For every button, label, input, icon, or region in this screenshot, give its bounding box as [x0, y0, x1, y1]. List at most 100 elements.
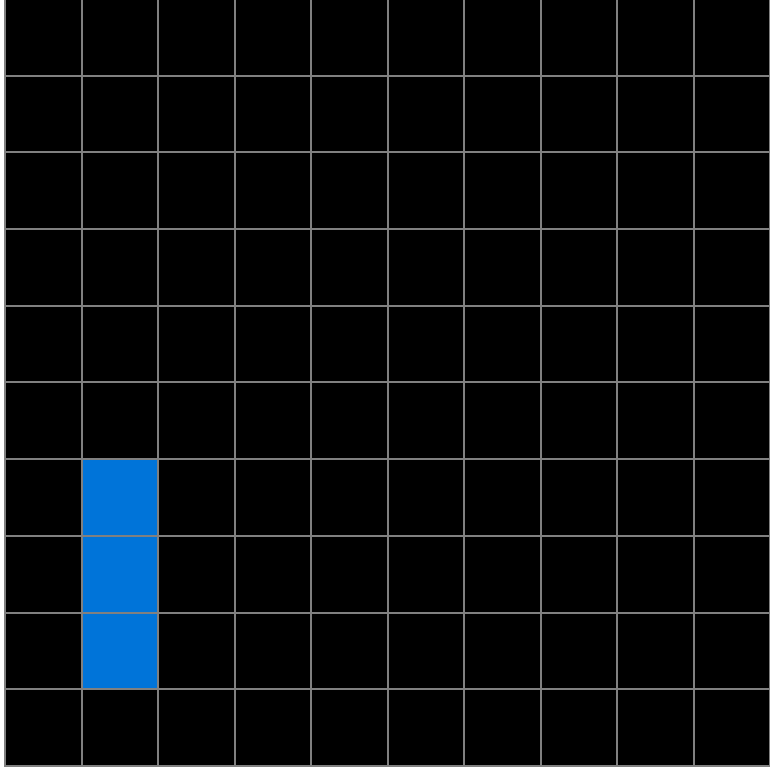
- grid-cell[interactable]: [235, 0, 310, 75]
- grid-cell[interactable]: [312, 230, 387, 305]
- grid-cell-filled[interactable]: [82, 460, 157, 535]
- grid-cell[interactable]: [388, 690, 463, 765]
- grid-cell[interactable]: [159, 383, 234, 459]
- grid-cell[interactable]: [541, 153, 616, 229]
- grid-cell[interactable]: [82, 76, 157, 152]
- grid-cell[interactable]: [465, 230, 540, 305]
- grid-cell[interactable]: [465, 153, 540, 229]
- grid-cell[interactable]: [694, 613, 769, 689]
- grid-cell[interactable]: [388, 153, 463, 229]
- grid-cell[interactable]: [694, 230, 769, 305]
- grid-cell[interactable]: [6, 383, 81, 459]
- grid-cell[interactable]: [541, 306, 616, 382]
- grid-cell[interactable]: [618, 536, 693, 612]
- grid-cell[interactable]: [312, 76, 387, 152]
- grid-cell[interactable]: [312, 306, 387, 382]
- grid-cell[interactable]: [541, 460, 616, 535]
- grid-cell[interactable]: [312, 153, 387, 229]
- grid-cell[interactable]: [312, 613, 387, 689]
- grid-cell[interactable]: [388, 230, 463, 305]
- grid-cell[interactable]: [159, 690, 234, 765]
- grid-cell[interactable]: [312, 0, 387, 75]
- grid-cell[interactable]: [541, 76, 616, 152]
- grid-cell[interactable]: [82, 383, 157, 459]
- grid-cell[interactable]: [541, 230, 616, 305]
- grid-cell[interactable]: [694, 536, 769, 612]
- grid-cell[interactable]: [465, 613, 540, 689]
- grid-cell[interactable]: [541, 0, 616, 75]
- grid-cell[interactable]: [388, 460, 463, 535]
- grid-cell[interactable]: [6, 76, 81, 152]
- grid-cell[interactable]: [235, 230, 310, 305]
- grid-cell[interactable]: [312, 383, 387, 459]
- grid-cell[interactable]: [618, 690, 693, 765]
- grid-cell[interactable]: [465, 0, 540, 75]
- grid-cell[interactable]: [618, 76, 693, 152]
- grid-cell[interactable]: [82, 153, 157, 229]
- grid-cell[interactable]: [541, 613, 616, 689]
- grid-cell[interactable]: [6, 0, 81, 75]
- grid-cell[interactable]: [465, 383, 540, 459]
- grid-cell[interactable]: [235, 153, 310, 229]
- grid-cell[interactable]: [694, 383, 769, 459]
- grid-cell[interactable]: [235, 613, 310, 689]
- grid-cell[interactable]: [618, 460, 693, 535]
- grid-cell[interactable]: [618, 230, 693, 305]
- grid-cell[interactable]: [6, 690, 81, 765]
- grid-cell[interactable]: [465, 536, 540, 612]
- grid-cell[interactable]: [235, 536, 310, 612]
- grid-cell[interactable]: [541, 383, 616, 459]
- grid-cell[interactable]: [235, 306, 310, 382]
- grid-cell[interactable]: [6, 230, 81, 305]
- grid-cell[interactable]: [82, 230, 157, 305]
- grid-cell[interactable]: [159, 536, 234, 612]
- grid-cell[interactable]: [618, 153, 693, 229]
- grid-cell[interactable]: [235, 690, 310, 765]
- grid-cell[interactable]: [159, 0, 234, 75]
- grid-cell[interactable]: [159, 306, 234, 382]
- grid-cell[interactable]: [159, 460, 234, 535]
- grid-cell[interactable]: [82, 690, 157, 765]
- grid-cell[interactable]: [465, 690, 540, 765]
- grid-cell[interactable]: [388, 536, 463, 612]
- grid-cell[interactable]: [618, 0, 693, 75]
- grid-cell[interactable]: [82, 306, 157, 382]
- grid-cell[interactable]: [541, 690, 616, 765]
- grid-cell[interactable]: [388, 0, 463, 75]
- grid-cell[interactable]: [465, 306, 540, 382]
- grid-cell[interactable]: [6, 460, 81, 535]
- grid-cell[interactable]: [6, 306, 81, 382]
- grid-cell[interactable]: [312, 690, 387, 765]
- grid-cell[interactable]: [694, 0, 769, 75]
- grid-cell[interactable]: [694, 153, 769, 229]
- grid-cell[interactable]: [6, 153, 81, 229]
- grid-cell[interactable]: [388, 613, 463, 689]
- grid-cell[interactable]: [694, 306, 769, 382]
- grid-cell[interactable]: [159, 230, 234, 305]
- grid-cell[interactable]: [159, 613, 234, 689]
- grid-cell[interactable]: [235, 76, 310, 152]
- grid-cell[interactable]: [618, 383, 693, 459]
- grid-cell[interactable]: [312, 460, 387, 535]
- grid-cell[interactable]: [235, 460, 310, 535]
- grid-cell[interactable]: [235, 383, 310, 459]
- grid-cell-filled[interactable]: [82, 613, 157, 689]
- grid-cell[interactable]: [6, 536, 81, 612]
- grid-cell[interactable]: [618, 306, 693, 382]
- grid-cell[interactable]: [159, 153, 234, 229]
- grid-cell[interactable]: [694, 690, 769, 765]
- grid-cell[interactable]: [82, 0, 157, 75]
- grid-cell[interactable]: [388, 383, 463, 459]
- grid-cell[interactable]: [159, 76, 234, 152]
- grid-cell[interactable]: [312, 536, 387, 612]
- grid-cell[interactable]: [618, 613, 693, 689]
- grid-cell[interactable]: [465, 76, 540, 152]
- grid-cell[interactable]: [388, 306, 463, 382]
- grid-cell[interactable]: [694, 460, 769, 535]
- grid-cell[interactable]: [465, 460, 540, 535]
- grid-cell-filled[interactable]: [82, 536, 157, 612]
- grid-cell[interactable]: [541, 536, 616, 612]
- grid-cell[interactable]: [694, 76, 769, 152]
- grid-cell[interactable]: [6, 613, 81, 689]
- grid-cell[interactable]: [388, 76, 463, 152]
